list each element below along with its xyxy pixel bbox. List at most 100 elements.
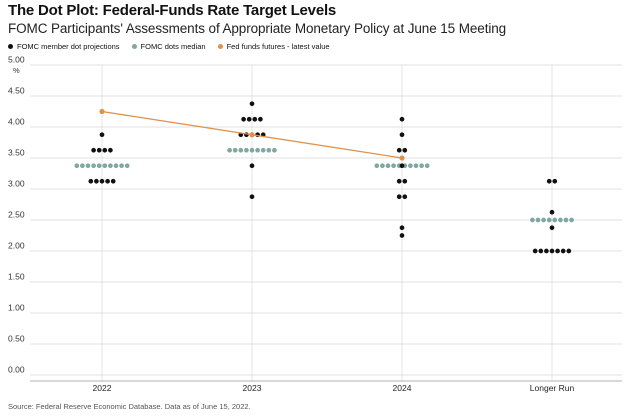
median-dot [419, 163, 424, 169]
member-dot [555, 248, 560, 254]
y-tick-label: 4.00 [8, 117, 25, 127]
median-dot [424, 163, 430, 169]
median-dot [530, 217, 535, 223]
legend-label-dots: FOMC member dot projections [17, 41, 120, 51]
member-dot [258, 116, 263, 122]
x-tick-label: 2023 [243, 383, 262, 393]
member-dot [399, 225, 405, 231]
y-tick-label: 1.50 [8, 272, 25, 282]
futures-point [249, 132, 255, 138]
legend-label-futures: Fed funds futures - latest value [226, 41, 330, 51]
member-dot [249, 163, 255, 169]
member-dot [252, 116, 258, 122]
member-dot [96, 147, 102, 153]
median-dot [244, 147, 249, 153]
chart-subtitle: FOMC Participants' Assessments of Approp… [8, 21, 507, 36]
legend-item-median: FOMC dots median [131, 41, 206, 51]
member-dot [396, 178, 402, 184]
median-dot [74, 163, 80, 169]
member-dot [102, 147, 108, 153]
member-dot [560, 248, 566, 254]
y-tick-label: 2.50 [8, 210, 25, 220]
member-dot [91, 147, 96, 153]
member-dot [402, 147, 408, 153]
median-dot [272, 147, 277, 153]
chart-legend: FOMC member dot projections FOMC dots me… [8, 40, 342, 52]
member-dot [249, 101, 255, 107]
median-dot [96, 163, 102, 169]
member-dot [99, 178, 105, 184]
y-tick-label: 2.00 [8, 241, 25, 251]
member-dot [399, 233, 405, 238]
legend-item-dots: FOMC member dot projections [8, 42, 120, 51]
median-dot [569, 217, 574, 223]
median-dot [413, 163, 419, 169]
median-dot [227, 147, 232, 153]
member-dot [249, 194, 255, 200]
median-dot [546, 217, 552, 223]
member-dot [396, 147, 402, 153]
y-tick-label: 1.00 [8, 303, 25, 313]
median-dot [374, 163, 380, 169]
member-dot [246, 116, 252, 122]
member-dot [549, 248, 555, 254]
y-unit-label: % [13, 66, 20, 75]
member-dot [566, 248, 572, 254]
member-dot [549, 209, 555, 215]
member-dot [544, 248, 549, 254]
median-dot [552, 217, 558, 223]
median-dot [563, 217, 569, 223]
futures-point [399, 155, 405, 161]
member-dot [538, 248, 544, 254]
dot-plot-chart: 5.00 4.50 4.00 3.50 3.00 2.50 2.00 1.50 1.00 0.50… [8, 55, 622, 393]
median-dot [124, 163, 130, 169]
member-dot [99, 132, 105, 138]
median-dot [541, 217, 546, 223]
median-dot [391, 163, 396, 169]
member-dot [552, 178, 558, 184]
median-dot [380, 163, 385, 169]
member-dot [399, 116, 405, 122]
y-tick-label: 0.00 [8, 365, 25, 375]
source-note: Source: Federal Reserve Economic Databas… [8, 402, 251, 411]
member-dot [105, 178, 110, 184]
y-tick-label: 4.50 [8, 86, 25, 96]
median-dot [558, 217, 563, 223]
member-dot [399, 132, 405, 138]
median-dot [238, 147, 244, 153]
member-dot [110, 178, 116, 184]
y-tick-label: 3.50 [8, 148, 25, 158]
median-dot [255, 147, 260, 153]
median-dot [385, 163, 391, 169]
median-dot [85, 163, 91, 169]
member-dot [402, 194, 408, 200]
median-dot [266, 147, 272, 153]
member-dot [94, 178, 99, 184]
member-dot [402, 178, 408, 184]
median-dot [249, 147, 255, 153]
x-tick-label: 2024 [393, 383, 412, 393]
legend-marker-futures [217, 43, 223, 49]
member-dot [88, 178, 94, 184]
median-dot [91, 163, 96, 169]
legend-marker-dots [8, 43, 13, 49]
legend-item-futures: Fed funds futures - latest value [217, 41, 330, 51]
y-tick-label: 0.50 [8, 334, 25, 344]
median-dot [408, 163, 413, 169]
futures-point [99, 108, 105, 115]
median-dot [102, 163, 108, 169]
member-dot [546, 178, 552, 184]
median-dot [535, 217, 541, 223]
member-dot [241, 116, 246, 122]
member-dot [399, 163, 405, 169]
member-dot [532, 248, 538, 254]
median-dot [260, 147, 266, 153]
median-dot [119, 163, 124, 169]
chart-title: The Dot Plot: Federal-Funds Rate Target … [8, 2, 337, 19]
median-dot [108, 163, 113, 169]
legend-label-median: FOMC dots median [140, 41, 206, 51]
median-dot [80, 163, 85, 169]
member-dot [108, 147, 113, 153]
median-dot [113, 163, 119, 169]
member-dot [549, 225, 555, 231]
